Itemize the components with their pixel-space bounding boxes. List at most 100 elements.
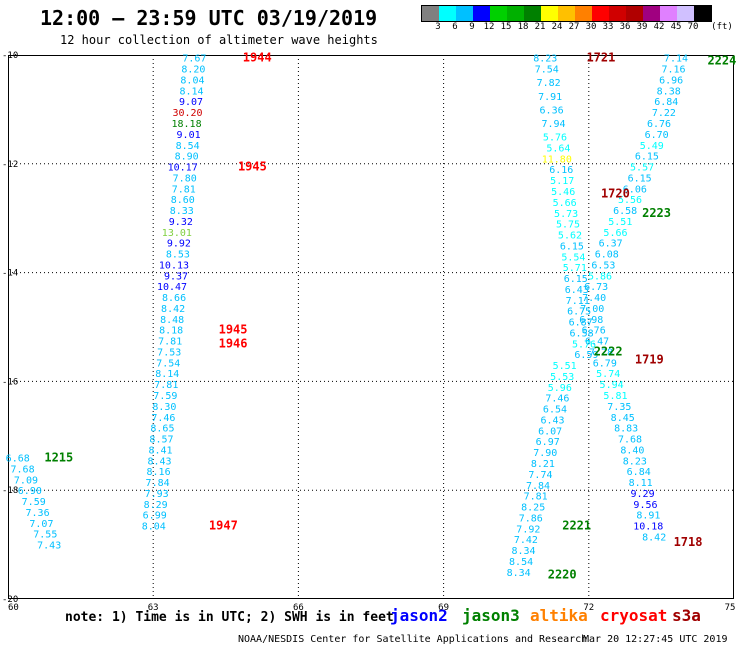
swh-value: 5.66 [603, 228, 627, 239]
swh-value: 7.59 [153, 391, 177, 402]
swh-value: 6.76 [647, 119, 671, 130]
color-scale-tick: 70 [687, 22, 699, 32]
swh-value: 6.43 [541, 415, 565, 426]
swh-value: 5.94 [600, 380, 624, 391]
swh-value: 7.91 [538, 92, 562, 103]
swh-value: 7.07 [29, 519, 53, 530]
color-swatch [643, 6, 660, 21]
x-tick-label: 63 [148, 603, 159, 613]
swh-value: 7.92 [516, 524, 540, 535]
swh-value: 8.30 [152, 402, 176, 413]
swh-value: 7.59 [22, 497, 46, 508]
color-swatch [439, 6, 456, 21]
color-swatch [609, 6, 626, 21]
swh-value: 6.16 [549, 165, 573, 176]
swh-value: 7.46 [151, 413, 175, 424]
swh-value: 13.01 [162, 228, 192, 239]
swh-value: 8.90 [175, 152, 199, 163]
swh-value: 5.76 [572, 339, 596, 350]
swh-value: 6.59 [574, 350, 598, 361]
color-swatch [490, 6, 507, 21]
swh-value: 6.84 [627, 467, 651, 478]
color-scale-tick: 33 [602, 22, 614, 32]
swh-value: 7.46 [545, 394, 569, 405]
swh-value: 7.74 [528, 470, 552, 481]
swh-value: 5.86 [588, 271, 612, 282]
satellite-jason3: jason3 [462, 606, 520, 625]
swh-value: 8.43 [147, 456, 171, 467]
swh-value: 10.17 [168, 163, 198, 174]
color-scale-unit: (ft) [711, 22, 733, 32]
swh-value: 7.81 [158, 337, 182, 348]
swh-value: 8.57 [149, 435, 173, 446]
x-tick-label: 75 [725, 603, 736, 613]
swh-value: 5.56 [618, 195, 642, 206]
swh-value: 8.04 [142, 522, 166, 533]
swh-value: 9.56 [633, 500, 657, 511]
pass-time-label: 1945 [238, 160, 267, 174]
swh-value: 6.68 [6, 454, 30, 465]
swh-value: 5.54 [561, 252, 585, 263]
satellite-s3a: s3a [672, 606, 701, 625]
footer-credit: NOAA/NESDIS Center for Satellite Applica… [238, 634, 588, 645]
y-tick-label: -10 [2, 51, 18, 61]
swh-value: 5.51 [608, 217, 632, 228]
swh-value: 7.90 [533, 448, 557, 459]
swh-value: 6.15 [560, 241, 584, 252]
footer-note: note: 1) Time is in UTC; 2) SWH is in fe… [65, 610, 394, 625]
swh-value: 6.36 [540, 105, 564, 116]
swh-value: 7.40 [582, 293, 606, 304]
swh-value: 6.37 [599, 239, 623, 250]
swh-value: 30.20 [172, 108, 202, 119]
color-scale-tick: 21 [534, 22, 546, 32]
swh-value: 8.42 [161, 304, 185, 315]
swh-value: 6.47 [585, 337, 609, 348]
swh-value: 8.60 [171, 195, 195, 206]
swh-value: 5.57 [630, 163, 654, 174]
swh-value: 8.41 [148, 445, 172, 456]
swh-value: 9.29 [631, 489, 655, 500]
swh-value: 9.01 [177, 130, 201, 141]
swh-value: 8.11 [629, 478, 653, 489]
color-swatch [694, 6, 711, 21]
pass-time-label: 1720 [601, 187, 630, 201]
swh-value: 7.81 [172, 184, 196, 195]
swh-value: 5.71 [563, 263, 587, 274]
swh-value: 8.54 [509, 557, 533, 568]
swh-value: 7.84 [526, 481, 550, 492]
swh-value: 5.51 [553, 361, 577, 372]
swh-value: 7.84 [146, 478, 170, 489]
y-tick-label: -16 [2, 377, 18, 387]
swh-value: 7.68 [618, 435, 642, 446]
swh-value: 11.80 [542, 154, 572, 165]
swh-value: 6.58 [613, 206, 637, 217]
swh-value: 5.96 [548, 383, 572, 394]
swh-value: 7.00 [580, 304, 604, 315]
page-subtitle: 12 hour collection of altimeter wave hei… [60, 33, 378, 47]
swh-value: 8.04 [180, 75, 204, 86]
swh-value: 7.81 [524, 492, 548, 503]
color-swatch [524, 6, 541, 21]
swh-value: 6.90 [18, 486, 42, 497]
pass-time-label: 1946 [219, 336, 248, 350]
swh-value: 5.53 [550, 372, 574, 383]
swh-value: 8.48 [160, 315, 184, 326]
swh-value: 9.92 [167, 239, 191, 250]
swh-value: 7.54 [535, 65, 559, 76]
swh-value: 10.13 [159, 260, 189, 271]
swh-value: 7.35 [607, 402, 631, 413]
swh-value: 8.14 [155, 369, 179, 380]
swh-value: 6.15 [628, 173, 652, 184]
color-swatch [558, 6, 575, 21]
swh-value: 5.46 [551, 187, 575, 198]
swh-value: 6.70 [645, 130, 669, 141]
color-scale-tick: 6 [452, 22, 458, 32]
swh-value: 8.34 [507, 568, 531, 579]
swh-value: 6.58 [570, 328, 594, 339]
pass-time-label: 1718 [674, 535, 703, 549]
y-tick-label: -12 [2, 160, 18, 170]
color-scale-bar [421, 5, 712, 22]
pass-time-label: 1944 [243, 51, 272, 65]
swh-value: 7.86 [519, 513, 543, 524]
swh-value: 8.45 [611, 413, 635, 424]
